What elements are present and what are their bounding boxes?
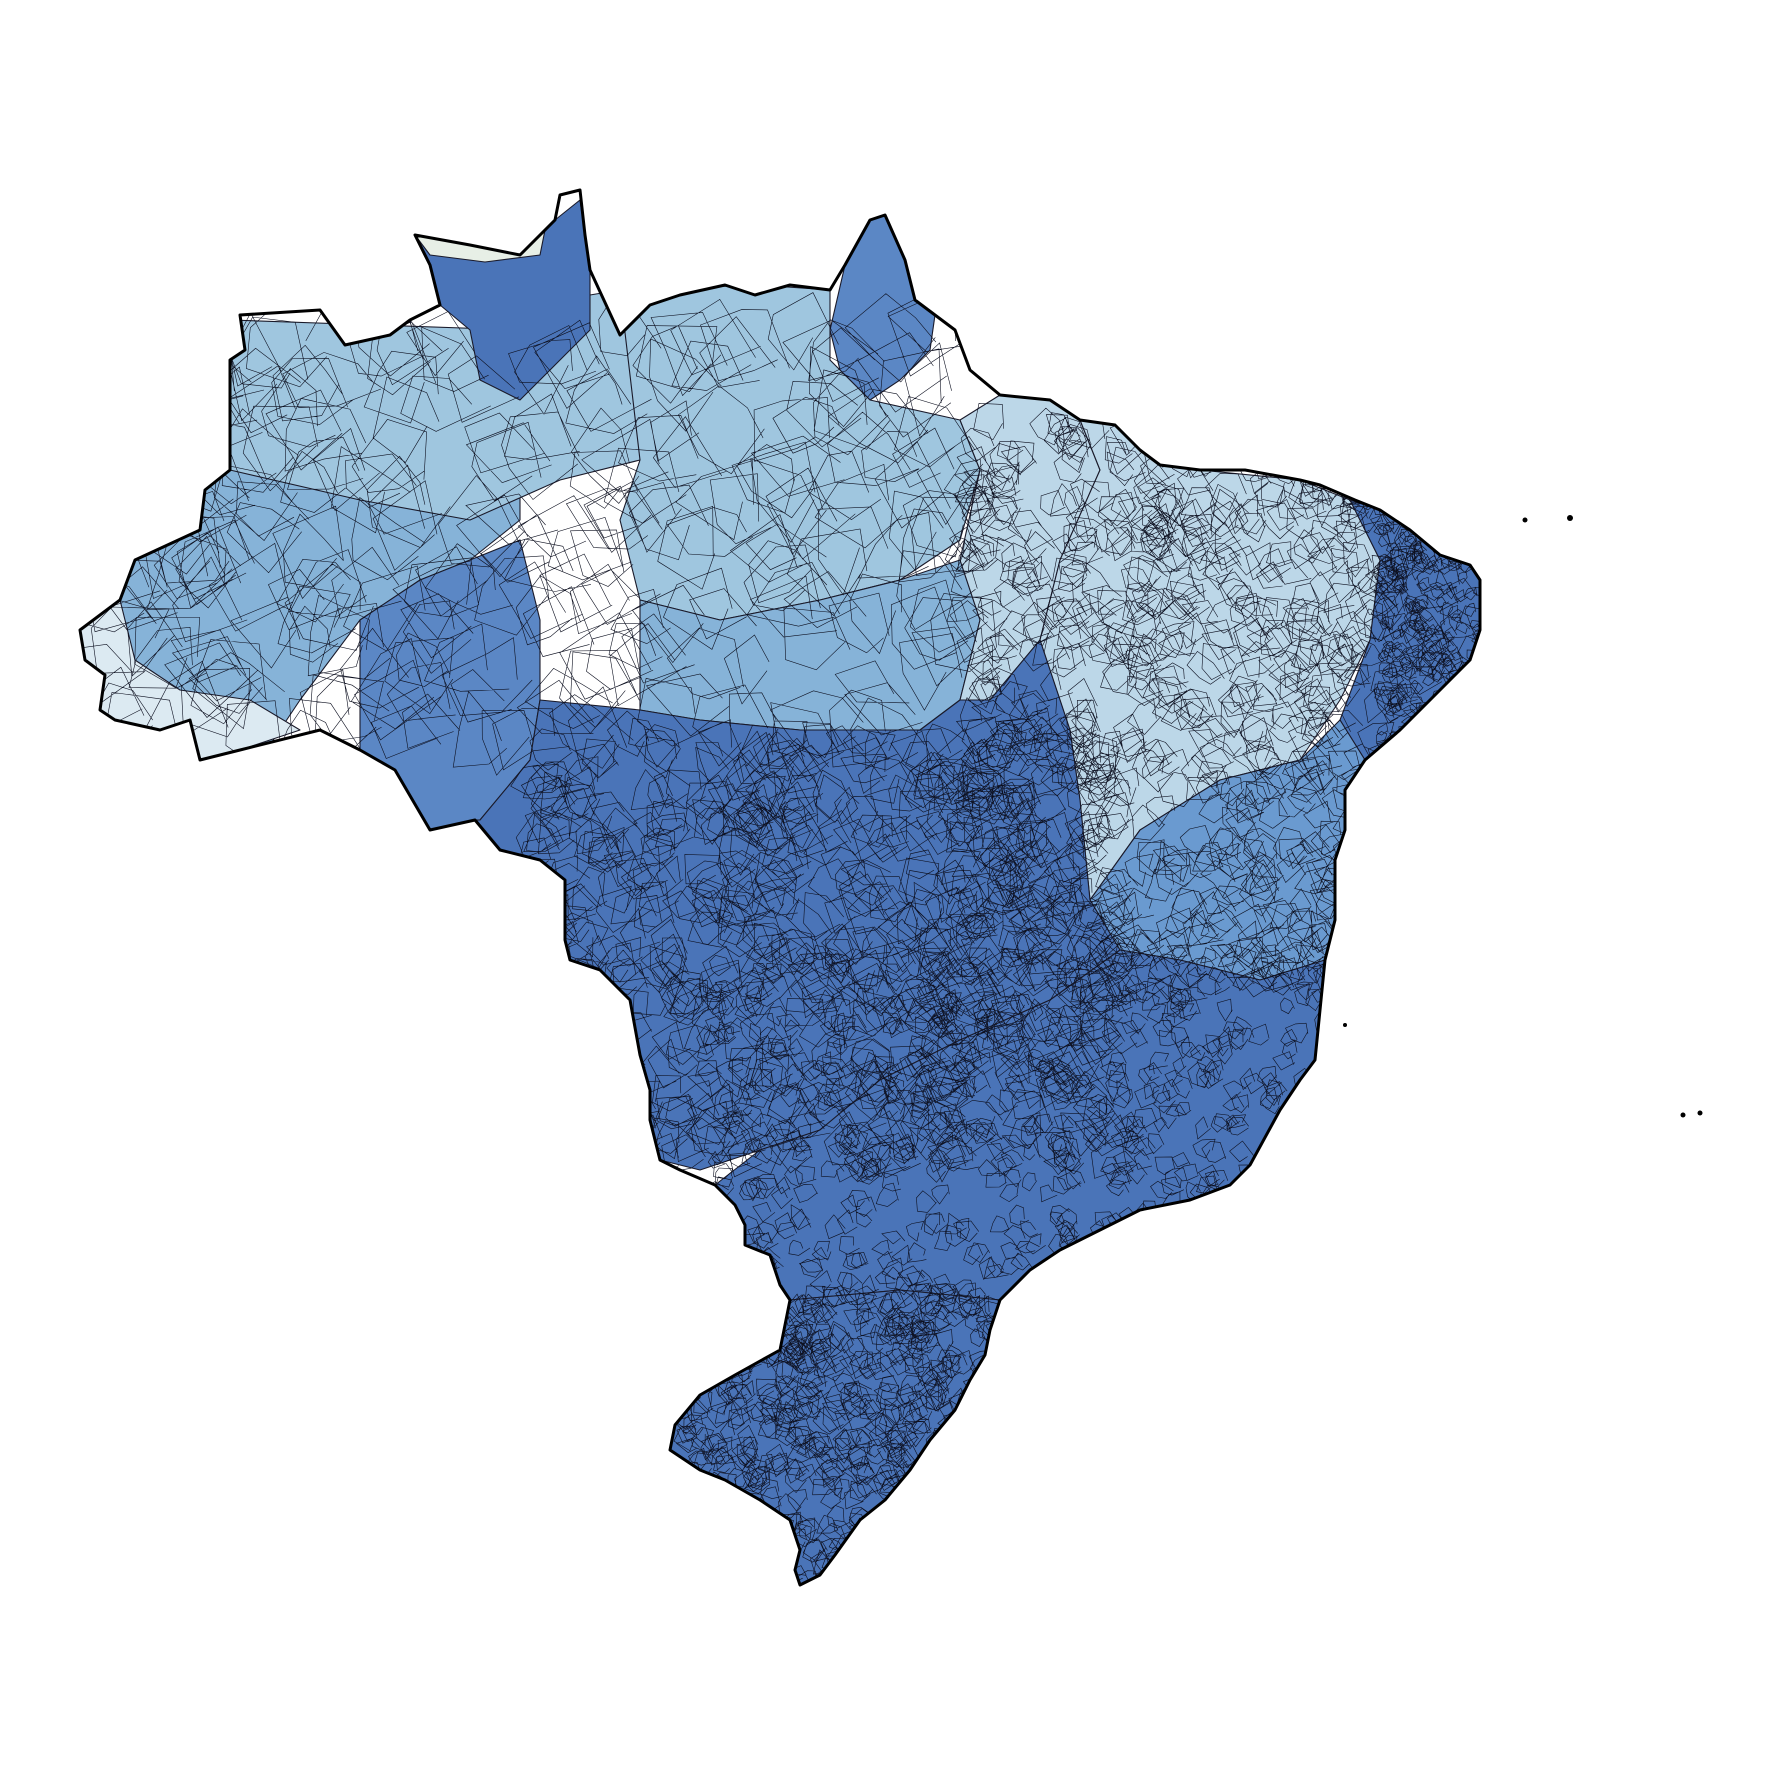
island-1	[1522, 517, 1528, 523]
island-4	[1680, 1112, 1686, 1118]
island-2	[1567, 515, 1573, 521]
island-5	[1697, 1110, 1703, 1116]
region-fills	[80, 199, 1480, 1585]
offshore-islands	[1343, 515, 1703, 1118]
region-para-north	[619, 284, 981, 621]
island-3	[1343, 1023, 1347, 1027]
